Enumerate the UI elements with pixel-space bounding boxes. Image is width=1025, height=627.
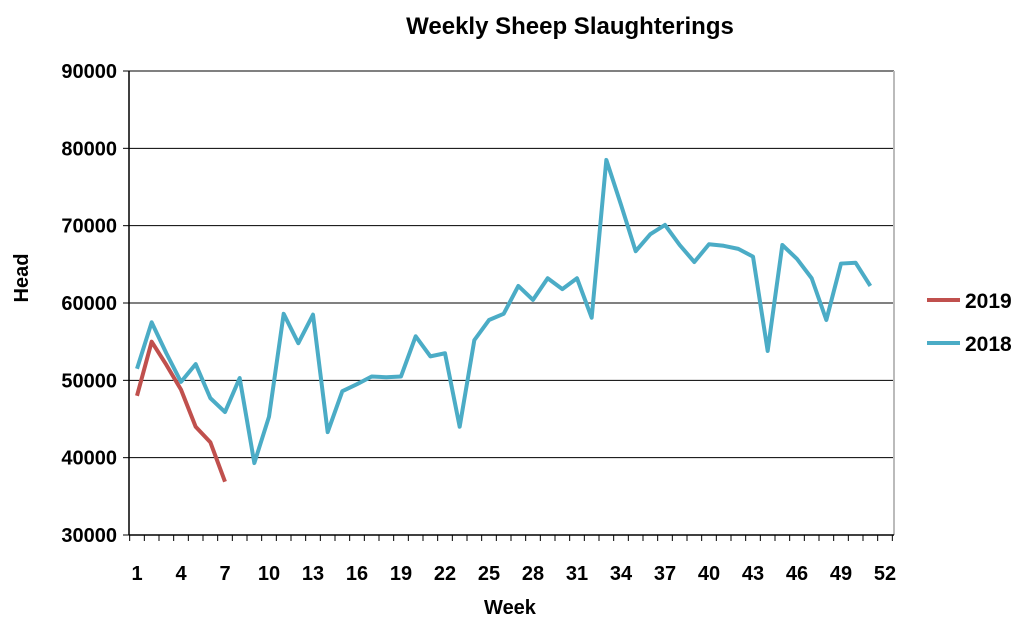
x-tick-label: 22 xyxy=(434,563,456,585)
x-tick-label: 34 xyxy=(610,563,633,585)
x-tick-label: 28 xyxy=(522,563,544,585)
x-tick-label: 46 xyxy=(786,563,808,585)
chart-title: Weekly Sheep Slaughterings xyxy=(406,13,734,40)
x-axis-label: Week xyxy=(484,597,537,619)
x-tick-label: 4 xyxy=(175,563,187,585)
x-tick-label: 40 xyxy=(698,563,720,585)
y-tick-label: 60000 xyxy=(61,293,117,315)
x-tick-label: 13 xyxy=(302,563,324,585)
y-tick-label: 50000 xyxy=(61,370,117,392)
y-tick-label: 80000 xyxy=(61,138,117,160)
x-tick-label: 16 xyxy=(346,563,368,585)
y-axis-label: Head xyxy=(11,254,33,303)
y-tick-label: 70000 xyxy=(61,216,117,238)
x-tick-label: 37 xyxy=(654,563,676,585)
legend-label-2018: 2018 xyxy=(965,333,1012,356)
legend-label-2019: 2019 xyxy=(965,290,1012,313)
y-tick-label: 30000 xyxy=(61,525,117,547)
x-tick-label: 10 xyxy=(258,563,280,585)
y-tick-label: 90000 xyxy=(61,61,117,83)
x-tick-label: 49 xyxy=(830,563,852,585)
x-tick-label: 52 xyxy=(874,563,896,585)
y-tick-label: 40000 xyxy=(61,448,117,470)
x-tick-label: 1 xyxy=(131,563,142,585)
x-tick-label: 43 xyxy=(742,563,764,585)
series-line-2019 xyxy=(135,339,227,483)
x-tick-label: 19 xyxy=(390,563,412,585)
x-tick-label: 31 xyxy=(566,563,588,585)
x-tick-label: 25 xyxy=(478,563,500,585)
x-tick-label: 7 xyxy=(219,563,230,585)
series-line-2018 xyxy=(135,157,873,466)
